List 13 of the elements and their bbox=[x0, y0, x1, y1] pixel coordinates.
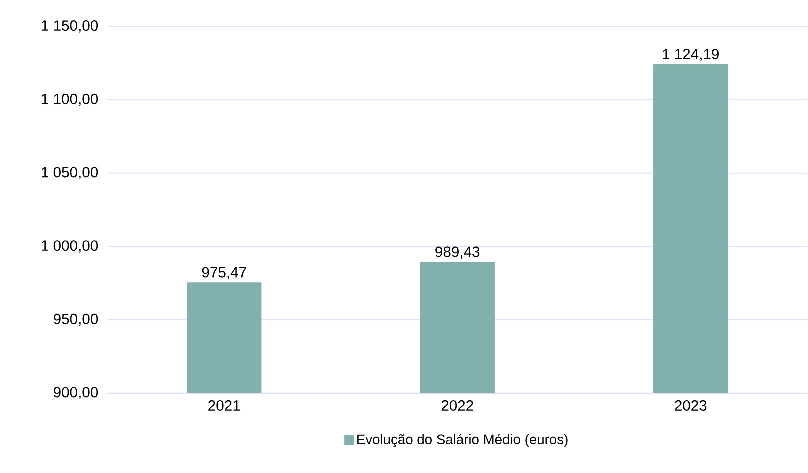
y-tick-label: 950,00 bbox=[54, 314, 98, 326]
data-label: 1 124,19 bbox=[663, 48, 719, 62]
y-tick-label: 1 150,00 bbox=[42, 20, 98, 33]
x-tick-label: 2023 bbox=[675, 400, 707, 411]
y-tick-label: 1 000,00 bbox=[42, 240, 98, 253]
y-tick-label: 1 050,00 bbox=[42, 167, 98, 180]
legend-label: Evolução do Salário Médio (euros) bbox=[358, 434, 568, 448]
y-tick-label: 900,00 bbox=[54, 387, 98, 400]
data-label: 975,47 bbox=[202, 267, 246, 280]
x-tick-label: 2021 bbox=[208, 400, 240, 411]
y-tick-label: 1 100,00 bbox=[42, 94, 98, 106]
data-label: 989,43 bbox=[436, 246, 480, 259]
x-tick-label: 2022 bbox=[442, 400, 474, 411]
